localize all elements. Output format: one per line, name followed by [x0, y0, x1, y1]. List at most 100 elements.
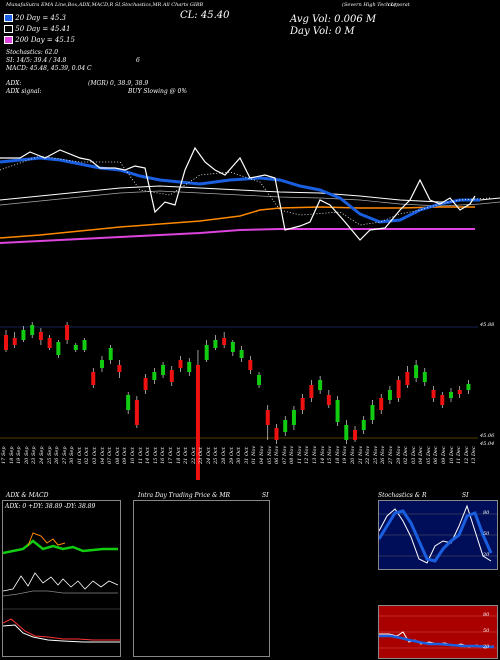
date-label: 27 Nov [387, 445, 394, 464]
candle-body [21, 330, 26, 340]
date-label: 10 Dec [448, 446, 455, 464]
legend-ema50-label: 50 Day = 45.41 [15, 25, 71, 33]
candle-body [73, 345, 78, 350]
candles-group [4, 322, 471, 480]
stochastics-svg [379, 504, 497, 564]
candle-body [178, 360, 183, 368]
intra-panel-title: Intra Day Trading Price & MR [138, 492, 231, 499]
candle-body [300, 398, 305, 410]
candle-body [361, 420, 366, 430]
macd-white-line [3, 572, 119, 592]
legend-adx-values: (MGR) 0, 38.9, 38.9 [88, 80, 149, 87]
candle-body [431, 390, 436, 398]
date-label: 15 Nov [327, 445, 334, 464]
candle-body [291, 410, 296, 425]
macd-signal-line [3, 624, 120, 643]
adx-panel-title: ADX & MACD [6, 492, 49, 499]
macd-red-line [3, 618, 120, 641]
date-label: 12 Nov [304, 445, 311, 464]
date-label: 25 Oct [213, 447, 220, 464]
date-label: 08 Oct [114, 447, 121, 464]
date-label: 02 Oct [84, 447, 91, 464]
macd-gray-line [3, 590, 118, 597]
rsi-svg [379, 615, 497, 649]
candle-body [65, 325, 70, 340]
legend-ema20-label: 20 Day = 45.3 [15, 14, 67, 22]
date-label: 18 Sep [8, 446, 15, 464]
company-name: (Severn High Tech L) [342, 2, 397, 8]
candle-body [230, 342, 235, 352]
candle-body [117, 365, 122, 372]
stochastics-panel: 80 50 20 [378, 500, 498, 570]
date-label: 08 Nov [289, 445, 296, 464]
date-label: 07 Oct [107, 447, 114, 464]
candle-body [318, 380, 323, 390]
legend-buy-signal: BUY Slowing @ 0% [128, 88, 188, 95]
candle-body [274, 428, 279, 440]
candle-body [283, 420, 288, 432]
intraday-panel [133, 500, 270, 657]
stoch-panel-title: Stochastics & R [378, 492, 427, 499]
rsi-blue-line [379, 634, 495, 649]
candle-body [187, 362, 192, 372]
price-line [0, 146, 476, 241]
date-label: 11 Nov [296, 445, 303, 464]
candle-body [344, 425, 349, 440]
candle-body [309, 385, 314, 398]
date-label: 20 Nov [350, 445, 357, 464]
date-label: 27 Sep [61, 446, 68, 464]
date-label: 03 Oct [92, 447, 99, 464]
candle-body [239, 350, 244, 358]
date-label: 30 Oct [236, 447, 243, 464]
candle-body [370, 405, 375, 420]
stoch-level-20: 20 [483, 552, 490, 558]
date-label: 21 Oct [183, 447, 190, 464]
orange-line [0, 206, 475, 239]
date-label: 12 Dec [463, 446, 470, 464]
rsi-panel: 80 50 20 [378, 605, 498, 659]
candle-body [466, 384, 471, 390]
date-label: 13 Dec [471, 446, 478, 464]
candle-body [12, 338, 17, 345]
corporate-link[interactable]: corporat [388, 2, 410, 8]
adx-readout: ADX: 0 +DY: 38.89 -DY: 38.89 [5, 503, 96, 510]
adx-green-line [3, 539, 118, 555]
legend-macd: MACD: 45.48, 45.39, 0.04 C [6, 65, 92, 72]
legend-ema50: 50 Day = 45.41 [4, 25, 70, 33]
legend-ema200-swatch [4, 36, 13, 44]
candle-body [195, 365, 200, 480]
candle-body [335, 400, 340, 422]
candle-body [82, 340, 87, 350]
close-price: CL: 45.40 [180, 10, 230, 21]
date-label: 09 Dec [441, 446, 448, 464]
candle-body [134, 400, 139, 425]
date-label: 25 Nov [372, 445, 379, 464]
intra-panel-si: SI [262, 492, 269, 499]
legend-adx-signal: ADX signal: [6, 88, 42, 95]
candle-body [169, 370, 174, 382]
candle-body [30, 325, 35, 335]
candle-body [204, 345, 209, 360]
candle-body [91, 372, 96, 385]
candle-body [457, 390, 462, 394]
stoch-d-line [379, 509, 493, 563]
candle-body [108, 348, 113, 360]
price-axis-top: 45.88 [480, 322, 495, 328]
date-label: 06 Nov [274, 445, 281, 464]
candle-body [222, 338, 227, 345]
adx-macd-panel: ADX: 0 +DY: 38.89 -DY: 38.89 [2, 500, 121, 657]
price-axis-bottom1: 45.06 [480, 433, 495, 439]
date-label: 15 Oct [152, 447, 159, 464]
candle-body [56, 342, 61, 355]
date-label: 24 Sep [38, 446, 45, 464]
rsi-level-80: 80 [483, 612, 490, 618]
day-volume: Day Vol: 0 M [290, 26, 355, 37]
date-label: 13 Nov [312, 445, 319, 464]
candle-body [379, 398, 384, 410]
candle-body [161, 365, 166, 375]
candle-body [414, 365, 419, 378]
date-label: 14 Oct [145, 447, 152, 464]
date-label: 17 Sep [1, 446, 7, 464]
legend-ema200-label: 200 Day = 45.15 [15, 36, 75, 44]
